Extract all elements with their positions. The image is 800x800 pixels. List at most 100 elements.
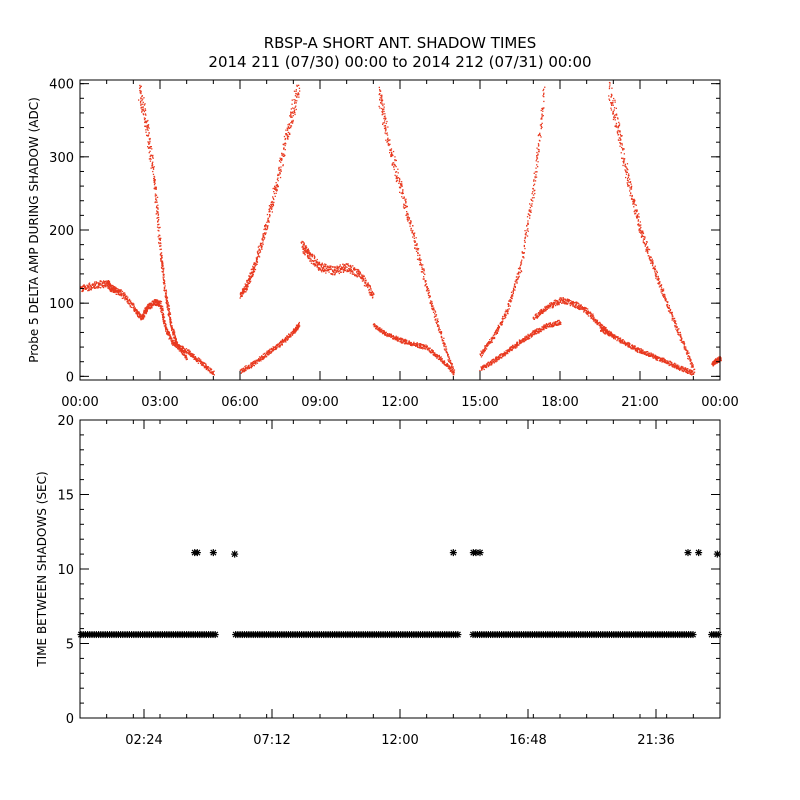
data-point xyxy=(276,188,278,191)
data-point xyxy=(143,97,145,99)
data-point xyxy=(593,318,595,320)
data-point xyxy=(531,203,533,205)
data-point xyxy=(629,194,631,197)
data-point xyxy=(108,286,110,288)
data-point xyxy=(389,143,391,145)
data-point xyxy=(246,285,249,287)
data-point xyxy=(578,304,580,307)
data-point xyxy=(159,245,161,247)
data-point xyxy=(401,341,403,343)
data-point xyxy=(576,303,578,305)
data-point xyxy=(245,288,247,290)
data-point xyxy=(618,121,620,124)
data-point xyxy=(410,221,412,223)
data-point xyxy=(258,256,261,258)
data-point xyxy=(168,315,170,317)
data-point xyxy=(613,109,615,111)
data-point xyxy=(242,367,245,369)
data-point xyxy=(385,331,387,333)
data-point xyxy=(313,264,315,266)
data-point xyxy=(518,273,520,275)
data-point xyxy=(439,357,441,359)
data-point xyxy=(524,337,526,339)
data-point xyxy=(404,342,406,344)
data-point xyxy=(426,286,428,288)
data-point xyxy=(436,320,438,322)
data-point xyxy=(171,325,173,327)
data-point xyxy=(442,342,444,344)
data-point xyxy=(168,313,170,316)
data-point xyxy=(383,103,385,105)
data-point xyxy=(609,84,611,86)
data-point xyxy=(397,177,399,179)
data-point xyxy=(514,285,516,288)
data-point xyxy=(105,285,107,287)
data-point xyxy=(578,308,580,310)
data-point xyxy=(433,354,435,357)
data-point xyxy=(168,335,171,337)
data-point xyxy=(488,341,490,343)
data-point xyxy=(268,216,271,218)
data-point xyxy=(259,359,261,361)
data-point xyxy=(343,268,345,270)
data-point xyxy=(276,346,278,348)
data-point xyxy=(371,293,373,295)
data-point xyxy=(264,225,266,227)
data-point xyxy=(308,257,310,259)
data-point xyxy=(630,187,633,189)
data-point xyxy=(505,310,507,313)
data-point xyxy=(413,234,415,236)
data-point xyxy=(240,294,242,296)
data-point xyxy=(184,351,187,353)
data-point xyxy=(640,236,643,238)
data-point xyxy=(555,324,557,326)
data-point xyxy=(495,359,497,361)
data-point xyxy=(284,337,286,339)
data-point xyxy=(155,199,158,201)
data-point xyxy=(169,321,171,323)
data-point xyxy=(529,214,531,217)
data-point xyxy=(152,156,154,158)
data-point xyxy=(438,325,440,327)
data-point xyxy=(496,328,498,330)
data-point xyxy=(396,180,398,182)
data-point xyxy=(261,356,263,358)
data-point xyxy=(330,266,332,268)
data-point xyxy=(280,342,282,344)
data-point xyxy=(482,351,484,353)
data-point xyxy=(121,297,123,299)
data-point xyxy=(553,322,555,324)
data-point xyxy=(542,311,544,313)
data-point xyxy=(646,241,648,243)
data-point xyxy=(485,347,487,349)
data-point xyxy=(376,328,378,330)
data-point xyxy=(350,269,352,271)
data-point xyxy=(540,125,542,128)
data-point xyxy=(387,333,389,335)
data-point xyxy=(490,364,493,366)
data-point xyxy=(290,127,292,129)
data-point xyxy=(409,342,411,344)
data-point xyxy=(633,202,635,204)
data-point xyxy=(284,144,286,147)
data-point xyxy=(157,236,159,238)
data-point xyxy=(529,206,531,209)
data-point xyxy=(293,110,295,112)
data-point xyxy=(150,146,152,148)
data-point xyxy=(571,303,573,305)
data-point xyxy=(200,359,202,361)
data-point xyxy=(380,97,383,99)
data-point xyxy=(113,286,116,288)
data-point xyxy=(316,266,318,268)
data-point xyxy=(374,325,376,328)
data-point xyxy=(154,182,156,184)
data-point xyxy=(423,346,425,348)
data-point xyxy=(536,171,538,173)
data-point xyxy=(271,348,274,350)
data-point xyxy=(283,155,285,157)
data-point xyxy=(207,369,209,372)
data-point xyxy=(92,283,95,285)
data-point xyxy=(420,259,422,262)
data-point xyxy=(493,337,496,340)
data-point xyxy=(287,135,290,138)
